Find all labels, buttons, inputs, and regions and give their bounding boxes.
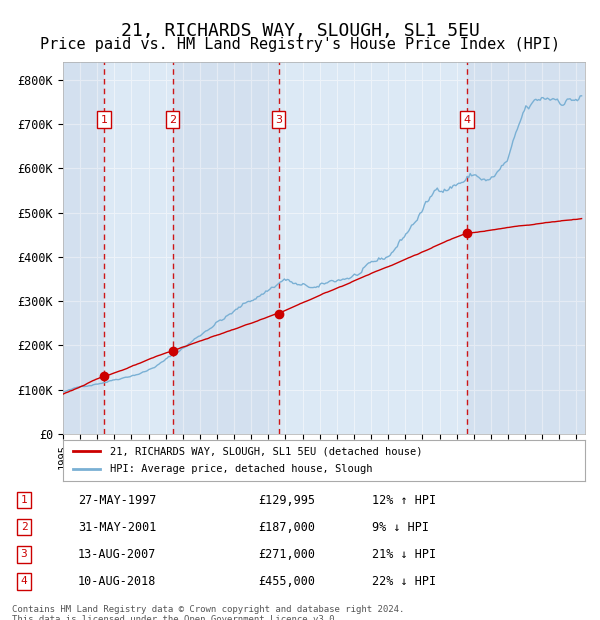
Text: HPI: Average price, detached house, Slough: HPI: Average price, detached house, Slou… [110, 464, 373, 474]
Text: 21% ↓ HPI: 21% ↓ HPI [372, 548, 436, 560]
Text: 22% ↓ HPI: 22% ↓ HPI [372, 575, 436, 588]
Text: 2: 2 [169, 115, 176, 125]
Text: £187,000: £187,000 [258, 521, 315, 534]
Text: 31-MAY-2001: 31-MAY-2001 [78, 521, 157, 534]
Text: Price paid vs. HM Land Registry's House Price Index (HPI): Price paid vs. HM Land Registry's House … [40, 37, 560, 52]
Text: 1: 1 [101, 115, 107, 125]
Bar [173, 62, 278, 434]
Text: £455,000: £455,000 [258, 575, 315, 588]
Text: 4: 4 [20, 577, 28, 587]
Text: 4: 4 [463, 115, 470, 125]
Bar [278, 62, 467, 434]
Bar [63, 62, 104, 434]
Text: 21, RICHARDS WAY, SLOUGH, SL1 5EU: 21, RICHARDS WAY, SLOUGH, SL1 5EU [121, 22, 479, 40]
Text: £129,995: £129,995 [258, 494, 315, 507]
Text: 21, RICHARDS WAY, SLOUGH, SL1 5EU (detached house): 21, RICHARDS WAY, SLOUGH, SL1 5EU (detac… [110, 446, 422, 456]
Text: 10-AUG-2018: 10-AUG-2018 [78, 575, 157, 588]
Text: 3: 3 [20, 549, 28, 559]
Text: 27-MAY-1997: 27-MAY-1997 [78, 494, 157, 507]
Text: 12% ↑ HPI: 12% ↑ HPI [372, 494, 436, 507]
Text: 2: 2 [20, 522, 28, 532]
Bar [104, 62, 173, 434]
Text: 9% ↓ HPI: 9% ↓ HPI [372, 521, 429, 534]
Text: 1: 1 [20, 495, 28, 505]
Bar [467, 62, 585, 434]
Text: £271,000: £271,000 [258, 548, 315, 560]
Text: 13-AUG-2007: 13-AUG-2007 [78, 548, 157, 560]
Text: 3: 3 [275, 115, 282, 125]
Text: Contains HM Land Registry data © Crown copyright and database right 2024.
This d: Contains HM Land Registry data © Crown c… [12, 604, 404, 620]
